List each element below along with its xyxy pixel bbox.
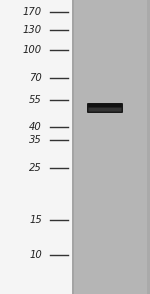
- Text: 170: 170: [23, 7, 42, 17]
- Text: 55: 55: [29, 95, 42, 105]
- Text: 35: 35: [29, 135, 42, 145]
- FancyBboxPatch shape: [88, 108, 122, 111]
- Text: 40: 40: [29, 122, 42, 132]
- Bar: [72, 0, 150, 294]
- Bar: [72, 0, 74, 294]
- Text: 130: 130: [23, 25, 42, 35]
- Text: 70: 70: [29, 73, 42, 83]
- Bar: [147, 0, 150, 294]
- FancyBboxPatch shape: [88, 103, 122, 107]
- Text: 100: 100: [23, 45, 42, 55]
- Bar: [0, 0, 72, 294]
- Text: 25: 25: [29, 163, 42, 173]
- Text: 10: 10: [29, 250, 42, 260]
- FancyBboxPatch shape: [87, 103, 123, 113]
- Text: 15: 15: [29, 215, 42, 225]
